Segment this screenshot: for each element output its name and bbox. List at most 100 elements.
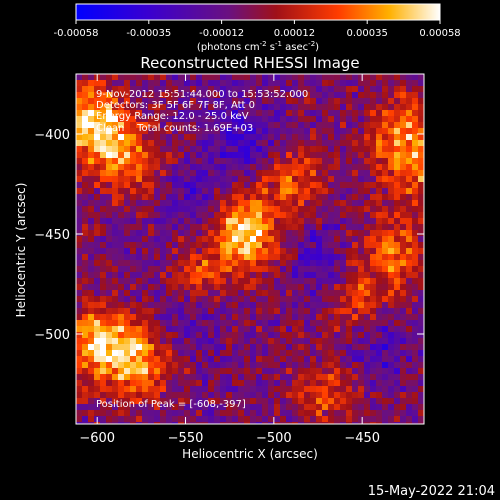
heatmap-cell <box>250 92 256 98</box>
heatmap-cell <box>232 128 238 134</box>
heatmap-cell <box>268 254 274 260</box>
heatmap-cell <box>256 320 262 326</box>
heatmap-cell <box>322 104 328 110</box>
heatmap-cell <box>340 188 346 194</box>
heatmap-cell <box>178 146 184 152</box>
heatmap-cell <box>250 188 256 194</box>
heatmap-cell <box>202 80 208 86</box>
heatmap-cell <box>292 134 298 140</box>
heatmap-cell <box>82 338 88 344</box>
heatmap-cell <box>400 272 406 278</box>
heatmap-cell <box>298 266 304 272</box>
heatmap-cell <box>94 176 100 182</box>
heatmap-cell <box>232 278 238 284</box>
heatmap-cell <box>388 158 394 164</box>
heatmap-cell <box>340 374 346 380</box>
heatmap-cell <box>376 398 382 404</box>
heatmap-cell <box>334 332 340 338</box>
heatmap-cell <box>178 230 184 236</box>
heatmap-cell <box>214 302 220 308</box>
heatmap-cell <box>154 362 160 368</box>
heatmap-cell <box>358 110 364 116</box>
heatmap-cell <box>232 122 238 128</box>
heatmap-cell <box>130 146 136 152</box>
heatmap-cell <box>112 422 118 424</box>
heatmap-cell <box>304 116 310 122</box>
heatmap-cell <box>202 194 208 200</box>
heatmap-cell <box>172 128 178 134</box>
heatmap-cell <box>184 284 190 290</box>
heatmap-cell <box>226 260 232 266</box>
heatmap-cell <box>346 380 352 386</box>
heatmap-cell <box>400 134 406 140</box>
heatmap-cell <box>364 218 370 224</box>
heatmap-cell <box>382 248 388 254</box>
heatmap-cell <box>94 188 100 194</box>
heatmap-cell <box>388 392 394 398</box>
heatmap-cell <box>304 260 310 266</box>
heatmap-cell <box>112 110 118 116</box>
heatmap-cell <box>220 362 226 368</box>
heatmap-cell <box>370 152 376 158</box>
heatmap-cell <box>244 326 250 332</box>
heatmap-cell <box>196 92 202 98</box>
heatmap-cell <box>226 218 232 224</box>
heatmap-cell <box>130 98 136 104</box>
y-tick-label: −450 <box>34 228 70 243</box>
heatmap-cell <box>304 338 310 344</box>
heatmap-cell <box>238 200 244 206</box>
heatmap-cell <box>322 356 328 362</box>
heatmap-cell <box>160 350 166 356</box>
heatmap-cell <box>268 338 274 344</box>
heatmap-cell <box>148 206 154 212</box>
heatmap-cell <box>220 416 226 422</box>
heatmap-cell <box>358 254 364 260</box>
heatmap-cell <box>400 254 406 260</box>
heatmap-cell <box>358 152 364 158</box>
heatmap-cell <box>274 314 280 320</box>
heatmap-cell <box>112 254 118 260</box>
heatmap-cell <box>358 242 364 248</box>
heatmap-cell <box>238 170 244 176</box>
heatmap-cell <box>262 260 268 266</box>
heatmap-cell <box>232 344 238 350</box>
heatmap-cell <box>400 218 406 224</box>
heatmap-cell <box>232 254 238 260</box>
heatmap-cell <box>94 296 100 302</box>
heatmap-cell <box>400 392 406 398</box>
heatmap-cell <box>388 362 394 368</box>
heatmap-cell <box>370 164 376 170</box>
heatmap-cell <box>316 422 322 424</box>
heatmap-cell <box>130 176 136 182</box>
heatmap-cell <box>232 272 238 278</box>
heatmap-cell <box>394 392 400 398</box>
heatmap-cell <box>220 134 226 140</box>
heatmap-cell <box>376 182 382 188</box>
heatmap-cell <box>82 218 88 224</box>
heatmap-cell <box>160 224 166 230</box>
heatmap-cell <box>388 326 394 332</box>
heatmap-cell <box>280 422 286 424</box>
heatmap-cell <box>286 314 292 320</box>
heatmap-cell <box>118 362 124 368</box>
heatmap-cell <box>166 254 172 260</box>
heatmap-cell <box>322 314 328 320</box>
heatmap-cell <box>148 110 154 116</box>
heatmap-cell <box>256 350 262 356</box>
heatmap-cell <box>322 320 328 326</box>
heatmap-cell <box>136 194 142 200</box>
heatmap-cell <box>364 128 370 134</box>
heatmap-cell <box>370 278 376 284</box>
heatmap-cell <box>346 176 352 182</box>
heatmap-cell <box>220 398 226 404</box>
heatmap-cell <box>244 176 250 182</box>
heatmap-cell <box>148 134 154 140</box>
heatmap-cell <box>310 278 316 284</box>
heatmap-cell <box>346 308 352 314</box>
heatmap-cell <box>82 230 88 236</box>
heatmap-cell <box>82 158 88 164</box>
heatmap-cell <box>340 80 346 86</box>
heatmap-cell <box>76 230 82 236</box>
heatmap-cell <box>208 230 214 236</box>
heatmap-cell <box>364 392 370 398</box>
